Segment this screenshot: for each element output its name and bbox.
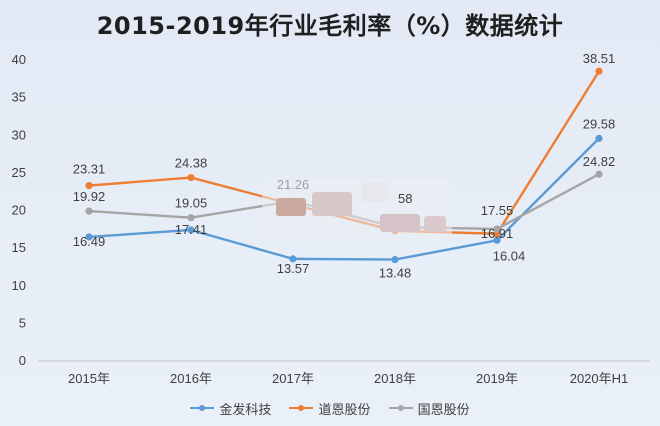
y-tick-label: 15 (12, 240, 26, 255)
y-tick-label: 10 (12, 278, 26, 293)
data-point (85, 233, 93, 241)
data-point (391, 255, 399, 264)
data-label: 17.41 (175, 222, 208, 237)
y-tick-label: 40 (12, 52, 26, 67)
data-label: 19.92 (73, 189, 106, 204)
x-tick-label: 2020年H1 (570, 371, 629, 386)
data-label: 16.49 (73, 234, 106, 249)
series-line (88, 137, 600, 261)
y-tick-label: 30 (12, 127, 26, 142)
legend-label: 金发科技 (219, 402, 272, 418)
y-tick-label: 20 (12, 203, 26, 218)
legend-label: 道恩股份 (318, 402, 371, 418)
y-tick-label: 35 (12, 90, 26, 105)
legend-item-jinfa: 金发科技 (190, 399, 271, 418)
legend: 金发科技 道恩股份 国恩股份 (0, 398, 660, 418)
data-point (85, 207, 93, 215)
blurred-region (262, 180, 452, 242)
chart-title: 2015-2019年行业毛利率（%）数据统计 (96, 12, 564, 40)
data-label: 16.04 (493, 248, 526, 263)
x-tick-label: 2018年 (374, 371, 416, 386)
data-label: 13.57 (277, 261, 310, 276)
x-tick-label: 2019年 (476, 371, 518, 386)
x-tick-label: 2015年 (68, 371, 110, 386)
data-label: 17.55 (481, 203, 514, 218)
data-label: 38.51 (583, 51, 616, 66)
legend-item-daoen: 道恩股份 (289, 399, 371, 418)
data-label: 24.38 (175, 156, 208, 171)
data-label: 23.31 (73, 162, 106, 177)
data-label: 19.05 (175, 196, 208, 211)
data-point (493, 236, 501, 244)
data-point (85, 181, 93, 190)
data-label: 13.48 (379, 266, 412, 281)
legend-label: 国恩股份 (417, 402, 470, 418)
data-point (493, 225, 501, 233)
y-tick-label: 25 (12, 165, 26, 180)
x-tick-label: 2017年 (272, 371, 314, 386)
legend-item-guoen: 国恩股份 (388, 399, 470, 418)
data-label: 24.82 (583, 154, 616, 169)
data-label: 16.91 (481, 226, 514, 241)
y-tick-label: 0 (19, 353, 26, 368)
data-point (187, 214, 195, 222)
data-label: 29.58 (583, 116, 616, 131)
data-point (187, 173, 195, 182)
data-point (595, 170, 603, 178)
data-point (595, 134, 603, 143)
data-point (289, 255, 297, 263)
data-point (187, 226, 195, 234)
y-tick-label: 5 (19, 315, 26, 330)
data-point (595, 67, 603, 75)
x-tick-label: 2016年 (170, 371, 212, 386)
